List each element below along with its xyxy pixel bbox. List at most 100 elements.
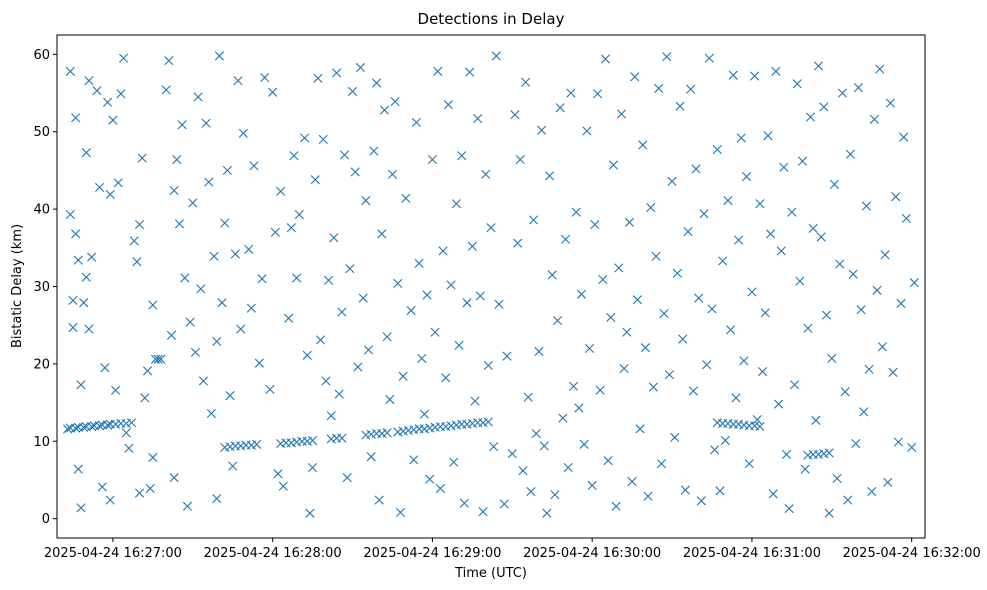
data-point-marker — [65, 66, 75, 76]
data-point-marker — [555, 103, 565, 113]
data-point-marker — [544, 171, 555, 181]
data-point-marker — [422, 290, 432, 300]
data-point-marker — [289, 151, 299, 161]
data-point-marker — [789, 380, 800, 390]
data-point-marker — [494, 299, 504, 309]
data-point-marker — [342, 473, 352, 483]
data-point-marker — [861, 201, 872, 211]
data-point-marker — [196, 284, 206, 294]
data-point-marker — [664, 370, 674, 380]
data-point-marker — [550, 490, 560, 500]
chart-title: Detections in Delay — [418, 10, 565, 28]
data-point-marker — [169, 473, 179, 483]
data-point-marker — [134, 488, 145, 498]
data-point-marker — [473, 113, 483, 124]
data-point-marker — [323, 275, 334, 285]
data-point-marker — [611, 501, 621, 511]
data-point-marker — [678, 334, 688, 344]
data-point-marker — [382, 428, 392, 438]
data-point-marker — [856, 305, 866, 315]
data-point-marker — [750, 71, 760, 81]
data-point-marker — [358, 293, 368, 303]
data-point-marker — [110, 385, 121, 395]
data-point-marker — [294, 209, 304, 220]
data-point-marker — [824, 448, 834, 458]
data-point-marker — [71, 113, 81, 123]
data-point-marker — [318, 134, 328, 145]
y-tick-label: 10 — [33, 435, 50, 450]
data-point-marker — [79, 298, 89, 308]
data-point-marker — [286, 223, 296, 233]
data-point-marker — [670, 432, 680, 442]
data-point-marker — [308, 435, 318, 446]
data-point-marker — [885, 98, 895, 108]
data-point-marker — [851, 439, 861, 449]
y-axis-label: Bistatic Delay (km) — [10, 224, 25, 348]
data-point-marker — [797, 156, 808, 166]
data-point-marker — [499, 499, 509, 509]
data-point-marker — [457, 151, 467, 161]
data-point-marker — [116, 89, 126, 99]
data-point-marker — [486, 223, 496, 233]
data-point-marker — [254, 358, 264, 368]
data-point-marker — [523, 392, 533, 402]
data-point-marker — [321, 376, 331, 386]
data-point-marker — [350, 167, 360, 177]
data-point-marker — [824, 508, 834, 518]
data-point-marker — [795, 276, 805, 286]
data-point-marker — [156, 354, 166, 364]
data-point-marker — [811, 415, 821, 425]
data-point-marker — [731, 393, 741, 403]
data-point-marker — [696, 496, 706, 506]
data-point-marker — [393, 278, 403, 288]
data-point-marker — [212, 336, 222, 347]
data-point-marker — [222, 165, 232, 176]
data-point-marker — [443, 100, 453, 110]
data-point-marker — [230, 249, 240, 259]
data-point-marker — [371, 78, 382, 88]
data-point-marker — [627, 476, 637, 487]
data-point-marker — [228, 461, 238, 471]
data-point-marker — [425, 474, 435, 484]
data-point-marker — [465, 67, 475, 77]
data-point-marker — [744, 459, 754, 469]
data-point-marker — [521, 77, 531, 87]
data-point-marker — [174, 219, 185, 229]
data-point-marker — [563, 462, 573, 473]
data-point-marker — [832, 473, 842, 484]
data-point-marker — [166, 330, 177, 340]
data-point-marker — [507, 449, 517, 459]
data-point-marker — [736, 133, 746, 143]
data-point-marker — [446, 280, 456, 290]
data-point-marker — [236, 324, 246, 334]
data-point-marker — [568, 381, 579, 391]
data-point-marker — [326, 411, 336, 421]
data-point-marker — [419, 409, 430, 419]
data-point-marker — [702, 360, 712, 370]
data-point-marker — [84, 76, 94, 86]
x-axis-label: Time (UTC) — [454, 566, 527, 581]
data-point-marker — [148, 452, 158, 463]
data-point-marker — [209, 251, 219, 261]
x-tick-label: 2025-04-24 16:32:00 — [843, 546, 981, 561]
data-point-marker — [233, 76, 243, 86]
data-point-marker — [662, 52, 672, 62]
data-point-marker — [571, 207, 581, 217]
data-point-marker — [755, 199, 765, 209]
data-point-marker — [126, 418, 137, 428]
data-point-marker — [901, 213, 911, 223]
x-axis: 2025-04-24 16:27:00 2025-04-24 16:28:00 20… — [44, 538, 981, 561]
data-point-marker — [87, 252, 97, 262]
data-point-marker — [377, 229, 387, 239]
data-point-marker — [672, 268, 682, 278]
data-point-marker — [441, 373, 451, 383]
data-point-marker — [161, 85, 171, 95]
data-point-marker — [430, 327, 440, 337]
data-point-marker — [765, 229, 776, 239]
data-point-marker — [206, 408, 217, 418]
data-point-marker — [805, 112, 816, 122]
data-point-marker — [244, 244, 254, 254]
data-point-marker — [185, 317, 195, 327]
data-point-marker — [656, 459, 666, 469]
data-point-marker — [792, 79, 802, 89]
